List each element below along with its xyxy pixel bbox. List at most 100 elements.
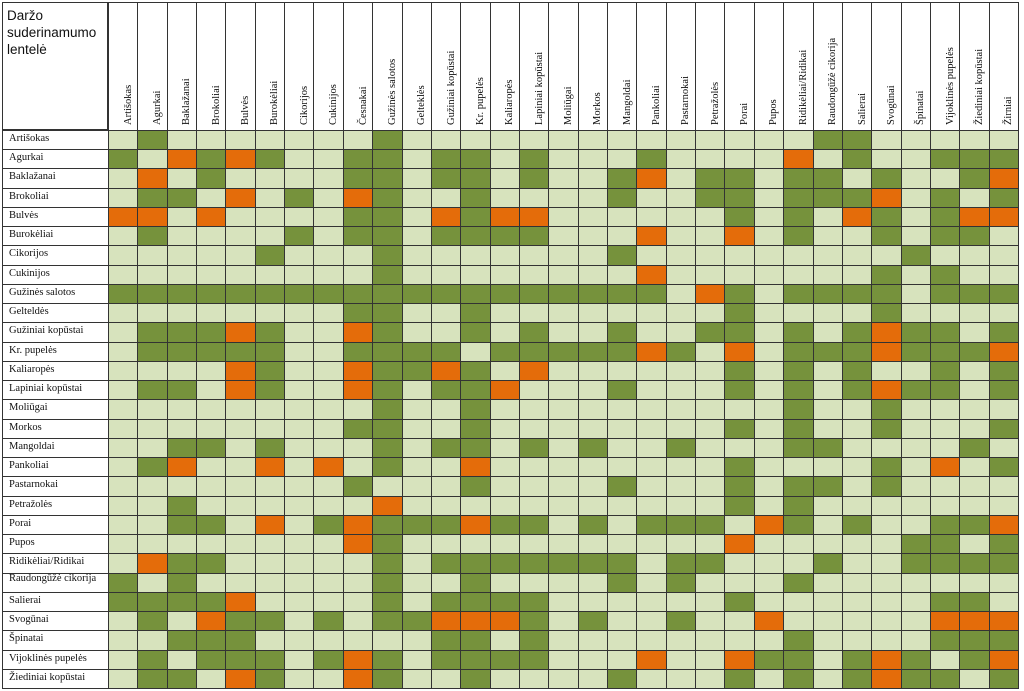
- compatibility-cell: [108, 226, 139, 247]
- compatibility-cell: [460, 495, 491, 516]
- compatibility-cell: [518, 495, 550, 516]
- compatibility-cell: [577, 591, 609, 613]
- compatibility-cell: [607, 264, 638, 285]
- compatibility-cell: [988, 418, 1019, 439]
- compatibility-cell: [372, 630, 403, 651]
- compatibility-cell: [372, 418, 403, 439]
- compatibility-cell: [166, 534, 198, 555]
- column-header-label: Cukinijos: [328, 84, 340, 125]
- compatibility-cell: [166, 418, 198, 439]
- compatibility-cell: [460, 611, 491, 632]
- compatibility-cell: [695, 245, 726, 266]
- compatibility-cell: [196, 168, 227, 189]
- compatibility-cell: [284, 534, 315, 555]
- compatibility-cell: [871, 226, 902, 247]
- compatibility-cell: [108, 399, 139, 420]
- compatibility-cell: [929, 245, 961, 266]
- compatibility-cell: [225, 553, 256, 574]
- row-label: Žiediniai kopūstai: [2, 668, 109, 689]
- compatibility-cell: [108, 380, 139, 401]
- compatibility-cell: [753, 130, 785, 151]
- compatibility-cell: [577, 380, 609, 401]
- compatibility-cell: [724, 303, 755, 324]
- compatibility-cell: [489, 168, 520, 189]
- compatibility-cell: [284, 360, 315, 382]
- compatibility-cell: [636, 168, 667, 189]
- compatibility-cell: [460, 206, 491, 228]
- compatibility-cell: [548, 341, 579, 362]
- compatibility-cell: [783, 168, 814, 189]
- compatibility-cell: [489, 341, 520, 362]
- row-label: Agurkai: [2, 149, 109, 170]
- compatibility-cell: [313, 360, 344, 382]
- compatibility-cell: [342, 418, 374, 439]
- compatibility-cell: [929, 341, 961, 362]
- compatibility-cell: [166, 457, 198, 478]
- compatibility-cell: [166, 380, 198, 401]
- compatibility-cell: [724, 476, 755, 497]
- compatibility-cell: [254, 418, 286, 439]
- compatibility-cell: [900, 380, 931, 401]
- compatibility-cell: [401, 206, 432, 228]
- compatibility-cell: [342, 495, 374, 516]
- compatibility-cell: [460, 168, 491, 189]
- compatibility-cell: [196, 130, 227, 151]
- compatibility-cell: [401, 418, 432, 439]
- compatibility-cell: [900, 514, 931, 536]
- column-header-label: Žiediniai kopūstai: [973, 48, 985, 125]
- compatibility-cell: [988, 514, 1019, 536]
- compatibility-cell: [372, 553, 403, 574]
- column-header: Cikorijos: [284, 2, 315, 131]
- compatibility-cell: [548, 495, 579, 516]
- compatibility-cell: [548, 380, 579, 401]
- compatibility-cell: [108, 187, 139, 208]
- compatibility-cell: [284, 341, 315, 362]
- compatibility-cell: [372, 341, 403, 362]
- compatibility-cell: [108, 149, 139, 170]
- compatibility-cell: [196, 457, 227, 478]
- compatibility-cell: [342, 437, 374, 459]
- compatibility-cell: [430, 534, 462, 555]
- compatibility-cell: [254, 476, 286, 497]
- compatibility-cell: [372, 399, 403, 420]
- compatibility-cell: [460, 591, 491, 613]
- compatibility-cell: [518, 360, 550, 382]
- compatibility-cell: [225, 668, 256, 689]
- compatibility-cell: [665, 226, 697, 247]
- compatibility-cell: [313, 572, 344, 593]
- compatibility-cell: [636, 360, 667, 382]
- compatibility-cell: [460, 476, 491, 497]
- compatibility-cell: [430, 341, 462, 362]
- compatibility-cell: [284, 149, 315, 170]
- compatibility-cell: [548, 553, 579, 574]
- compatibility-cell: [841, 553, 873, 574]
- compatibility-cell: [284, 283, 315, 305]
- compatibility-cell: [518, 476, 550, 497]
- compatibility-cell: [812, 399, 843, 420]
- compatibility-cell: [607, 476, 638, 497]
- compatibility-cell: [313, 611, 344, 632]
- column-header: Petražolės: [695, 2, 726, 131]
- compatibility-cell: [753, 341, 785, 362]
- row-label: Kaliaropės: [2, 360, 109, 382]
- compatibility-cell: [284, 476, 315, 497]
- compatibility-cell: [988, 245, 1019, 266]
- compatibility-cell: [372, 591, 403, 613]
- compatibility-cell: [812, 206, 843, 228]
- compatibility-cell: [636, 534, 667, 555]
- compatibility-cell: [137, 457, 168, 478]
- compatibility-cell: [342, 649, 374, 670]
- row-label: Svogūnai: [2, 611, 109, 632]
- compatibility-cell: [254, 149, 286, 170]
- compatibility-cell: [460, 226, 491, 247]
- compatibility-cell: [460, 130, 491, 151]
- compatibility-cell: [929, 380, 961, 401]
- compatibility-cell: [548, 437, 579, 459]
- compatibility-cell: [841, 399, 873, 420]
- compatibility-cell: [284, 264, 315, 285]
- compatibility-cell: [753, 149, 785, 170]
- compatibility-cell: [548, 226, 579, 247]
- compatibility-cell: [783, 476, 814, 497]
- compatibility-cell: [313, 668, 344, 689]
